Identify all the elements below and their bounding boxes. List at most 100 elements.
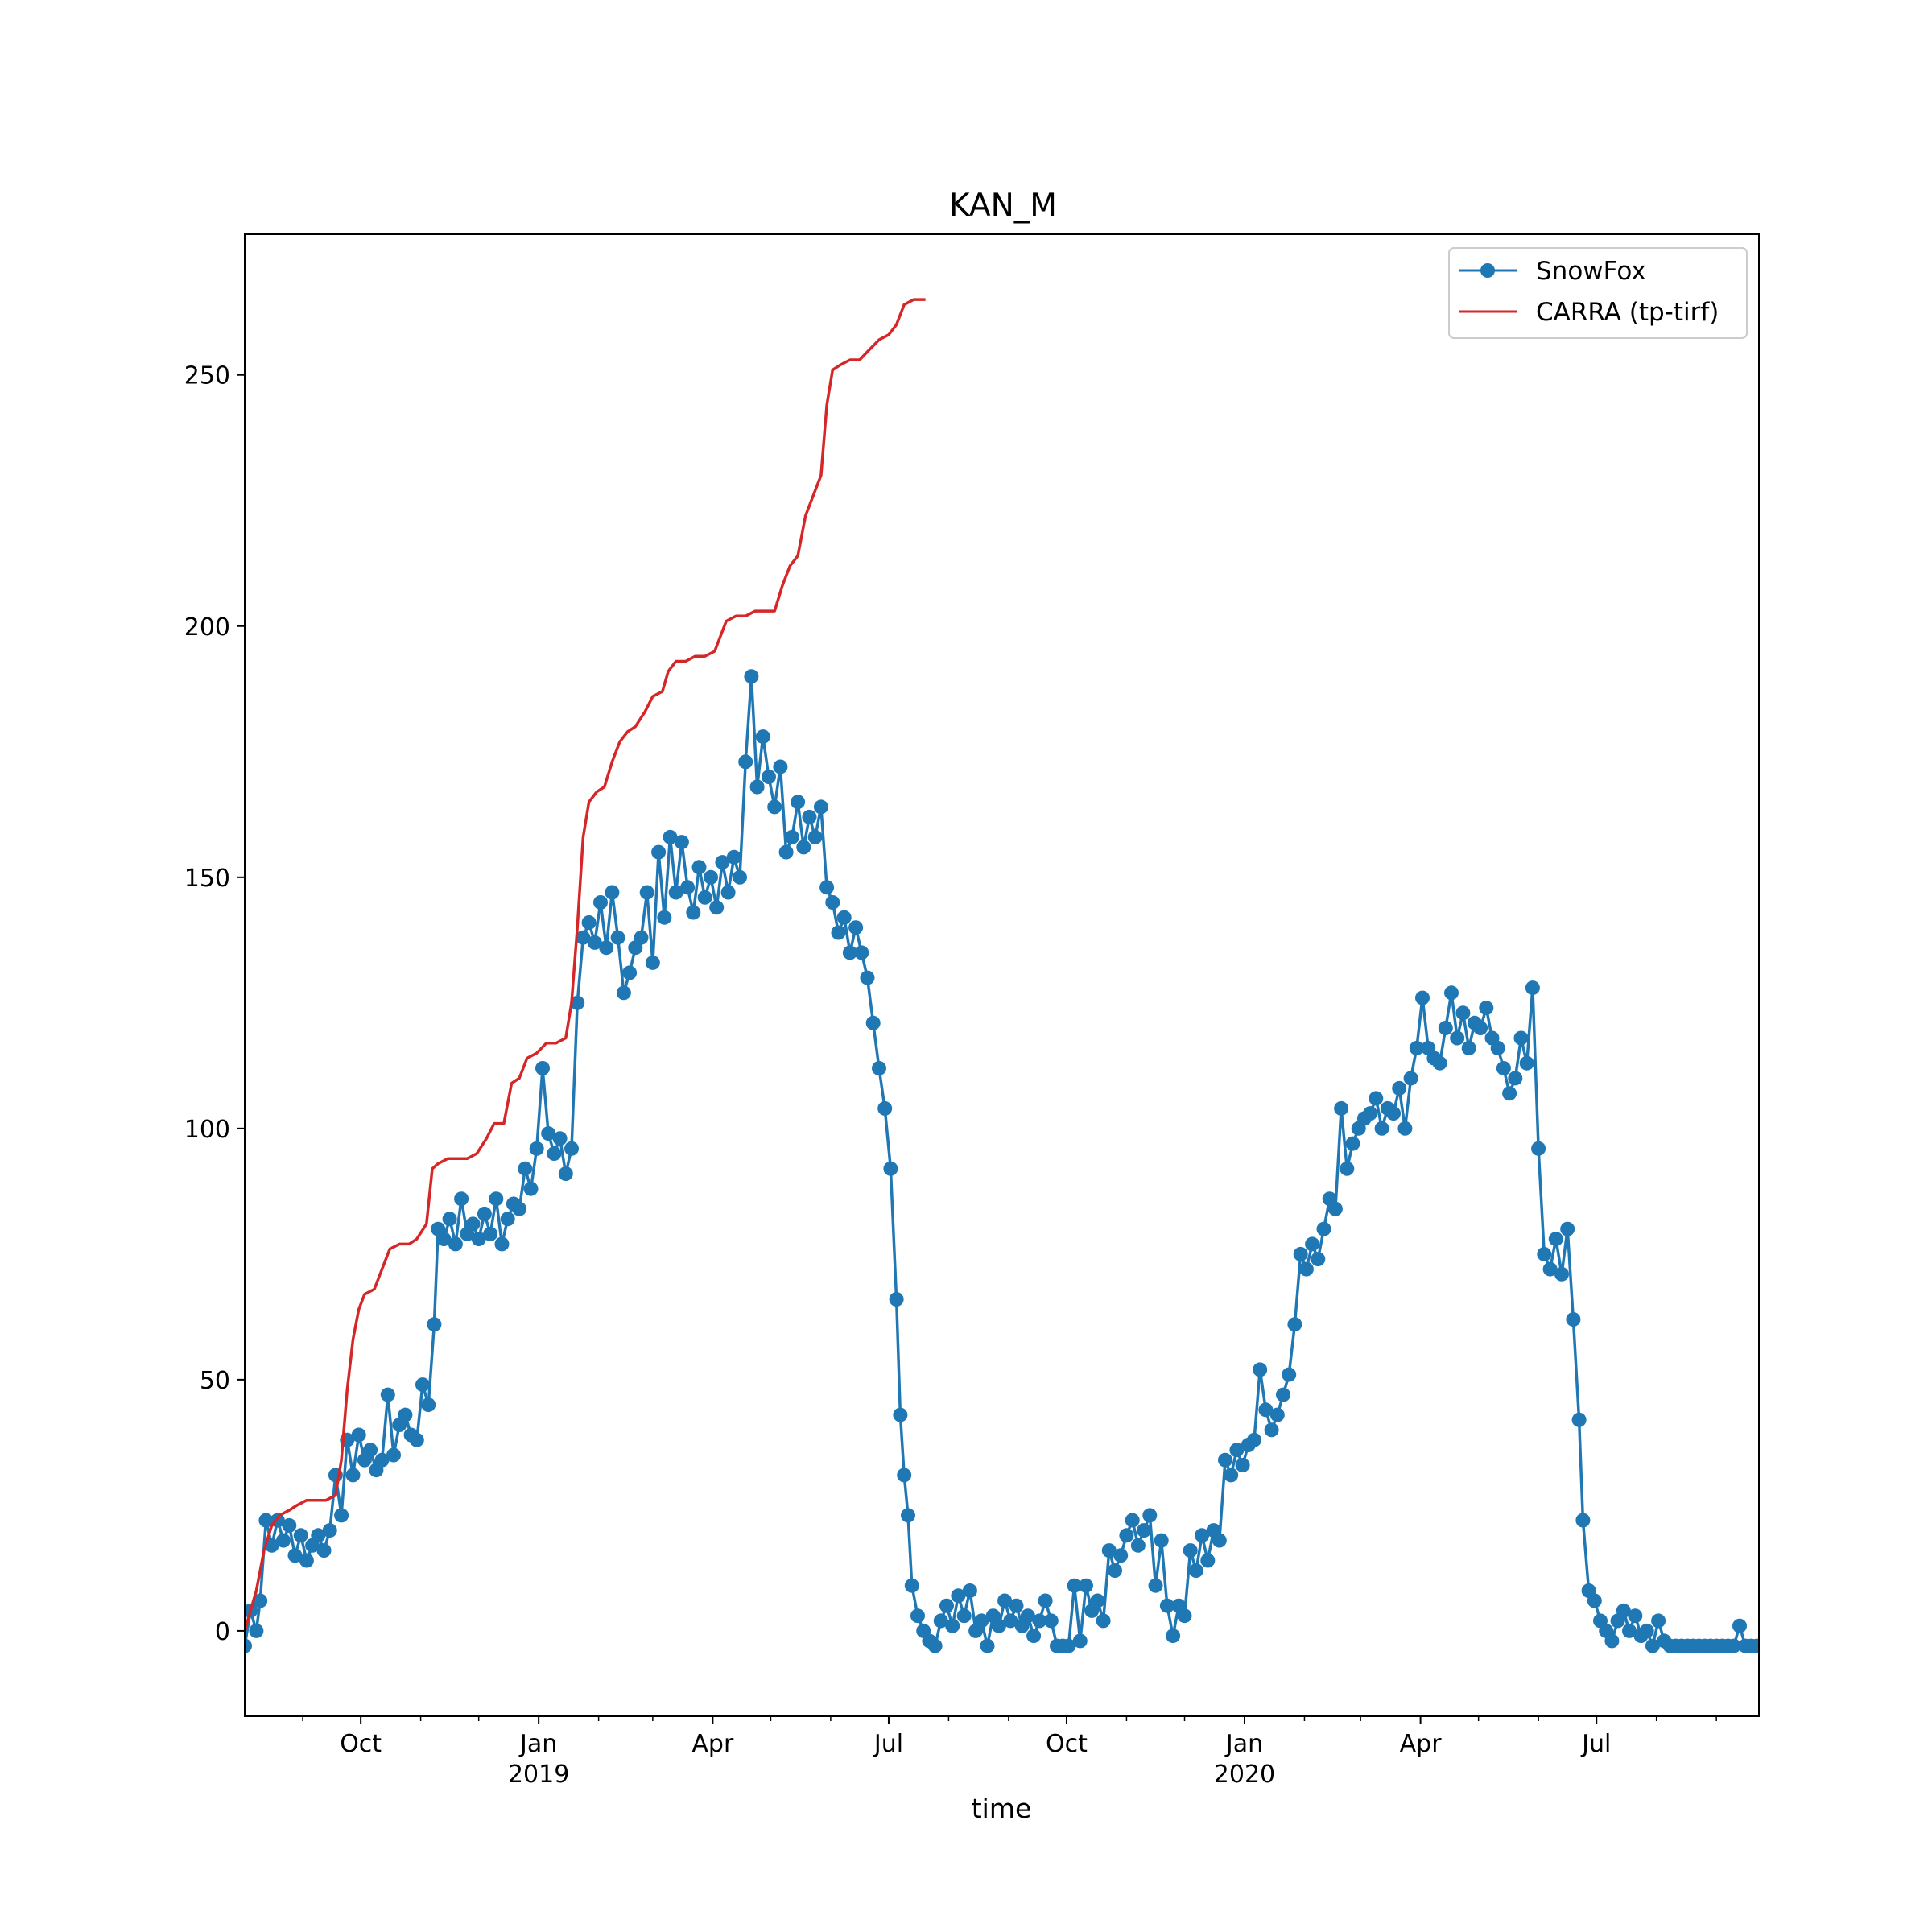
data-point-snowfox xyxy=(1628,1608,1643,1624)
data-point-snowfox xyxy=(1032,1613,1047,1629)
data-point-snowfox xyxy=(276,1533,291,1548)
data-point-snowfox xyxy=(904,1578,919,1593)
data-point-snowfox xyxy=(1183,1543,1198,1558)
data-point-snowfox xyxy=(704,869,718,885)
data-point-snowfox xyxy=(691,860,707,875)
data-point-snowfox xyxy=(668,885,683,900)
data-point-snowfox xyxy=(897,1468,912,1483)
data-point-snowfox xyxy=(1415,990,1430,1005)
data-point-snowfox xyxy=(1287,1317,1302,1332)
data-point-snowfox xyxy=(610,930,625,945)
data-point-snowfox xyxy=(1438,1021,1453,1035)
data-point-snowfox xyxy=(939,1598,954,1613)
data-point-snowfox xyxy=(1154,1533,1169,1548)
data-point-snowfox xyxy=(1079,1578,1093,1593)
data-point-snowfox xyxy=(1616,1603,1631,1618)
y-tick-label: 250 xyxy=(184,362,230,390)
data-point-snowfox xyxy=(1587,1593,1602,1608)
data-point-snowfox xyxy=(715,855,730,870)
data-point-snowfox xyxy=(494,1236,510,1252)
data-point-snowfox xyxy=(1125,1513,1140,1528)
data-point-snowfox xyxy=(825,895,840,910)
data-point-snowfox xyxy=(1101,1543,1117,1558)
data-point-snowfox xyxy=(1519,1055,1534,1071)
data-point-snowfox xyxy=(593,895,608,910)
y-tick-label: 150 xyxy=(184,865,230,893)
data-point-snowfox xyxy=(791,795,806,810)
data-point-snowfox xyxy=(581,915,597,930)
data-point-snowfox xyxy=(674,835,689,850)
data-point-snowfox xyxy=(831,925,846,940)
data-point-snowfox xyxy=(245,1638,252,1653)
data-point-snowfox xyxy=(1334,1100,1349,1116)
x-axis: Oct Jan 2019 Apr Jul Oct Jan 2020 Apr Jul xyxy=(302,1716,1717,1789)
data-point-snowfox xyxy=(293,1528,308,1543)
y-tick-label: 50 xyxy=(200,1367,230,1395)
data-point-snowfox xyxy=(726,849,741,865)
data-point-snowfox xyxy=(311,1528,326,1543)
data-point-snowfox xyxy=(1508,1071,1523,1086)
data-point-snowfox xyxy=(1137,1523,1152,1538)
data-point-snowfox xyxy=(651,844,667,860)
x-tick-label: Apr xyxy=(1400,1730,1443,1758)
data-point-snowfox xyxy=(1200,1553,1216,1568)
data-point-snowfox xyxy=(991,1618,1006,1633)
data-point-snowfox xyxy=(1142,1508,1158,1523)
data-point-snowfox xyxy=(1258,1402,1274,1418)
data-point-snowfox xyxy=(489,1191,504,1207)
data-point-snowfox xyxy=(512,1201,527,1216)
data-point-snowfox xyxy=(720,885,736,900)
data-point-snowfox xyxy=(854,945,869,960)
data-point-snowfox xyxy=(1548,1232,1563,1247)
data-point-snowfox xyxy=(744,669,759,684)
data-point-snowfox xyxy=(1195,1528,1210,1543)
x-tick-label: Jan xyxy=(518,1730,557,1758)
data-point-snowfox xyxy=(258,1513,274,1528)
data-point-snowfox xyxy=(784,829,799,844)
y-tick-label: 200 xyxy=(184,613,230,642)
data-point-snowfox xyxy=(1554,1266,1569,1282)
y-axis: 0 50 100 150 200 250 xyxy=(184,362,245,1646)
data-point-snowfox xyxy=(1247,1432,1261,1447)
data-point-snowfox xyxy=(1253,1362,1268,1377)
data-point-snowfox xyxy=(1316,1221,1331,1236)
data-point-snowfox xyxy=(535,1061,550,1075)
data-point-snowfox xyxy=(564,1141,579,1156)
data-point-snowfox xyxy=(860,970,875,985)
data-point-snowfox xyxy=(605,885,620,900)
data-point-snowfox xyxy=(1455,1005,1471,1021)
data-point-snowfox xyxy=(807,829,823,844)
chart-title: KAN_M xyxy=(949,188,1057,224)
data-point-snowfox xyxy=(762,770,776,784)
data-point-snowfox xyxy=(1282,1367,1297,1382)
data-point-snowfox xyxy=(518,1161,533,1176)
data-point-snowfox xyxy=(398,1407,413,1422)
data-point-snowfox xyxy=(1525,980,1540,996)
data-point-snowfox xyxy=(1392,1080,1407,1096)
data-point-snowfox xyxy=(541,1126,556,1141)
data-point-snowfox xyxy=(1235,1458,1250,1472)
data-point-snowfox xyxy=(1386,1106,1401,1121)
data-point-snowfox xyxy=(1496,1061,1511,1075)
data-point-snowfox xyxy=(1061,1638,1076,1653)
data-point-snowfox xyxy=(1009,1598,1024,1613)
data-point-snowfox xyxy=(1450,1030,1465,1046)
plot-area xyxy=(245,298,1759,1653)
data-point-snowfox xyxy=(442,1212,457,1227)
data-point-snowfox xyxy=(471,1232,486,1247)
data-point-snowfox xyxy=(622,965,638,980)
data-point-snowfox xyxy=(1340,1161,1355,1176)
data-point-snowfox xyxy=(1749,1638,1759,1653)
x-tick-label: Jul xyxy=(873,1730,903,1758)
series-line-carra-tp-tirf xyxy=(245,298,926,1632)
data-point-snowfox xyxy=(1622,1623,1637,1638)
data-point-snowfox xyxy=(1479,1001,1494,1016)
data-point-snowfox xyxy=(1043,1613,1059,1629)
data-point-snowfox xyxy=(1264,1422,1279,1438)
data-point-snowfox xyxy=(997,1593,1013,1608)
data-point-snowfox xyxy=(1537,1246,1552,1261)
data-point-snowfox xyxy=(645,955,660,970)
data-point-snowfox xyxy=(889,1292,904,1307)
data-point-snowfox xyxy=(813,799,828,815)
data-point-snowfox xyxy=(951,1588,966,1604)
